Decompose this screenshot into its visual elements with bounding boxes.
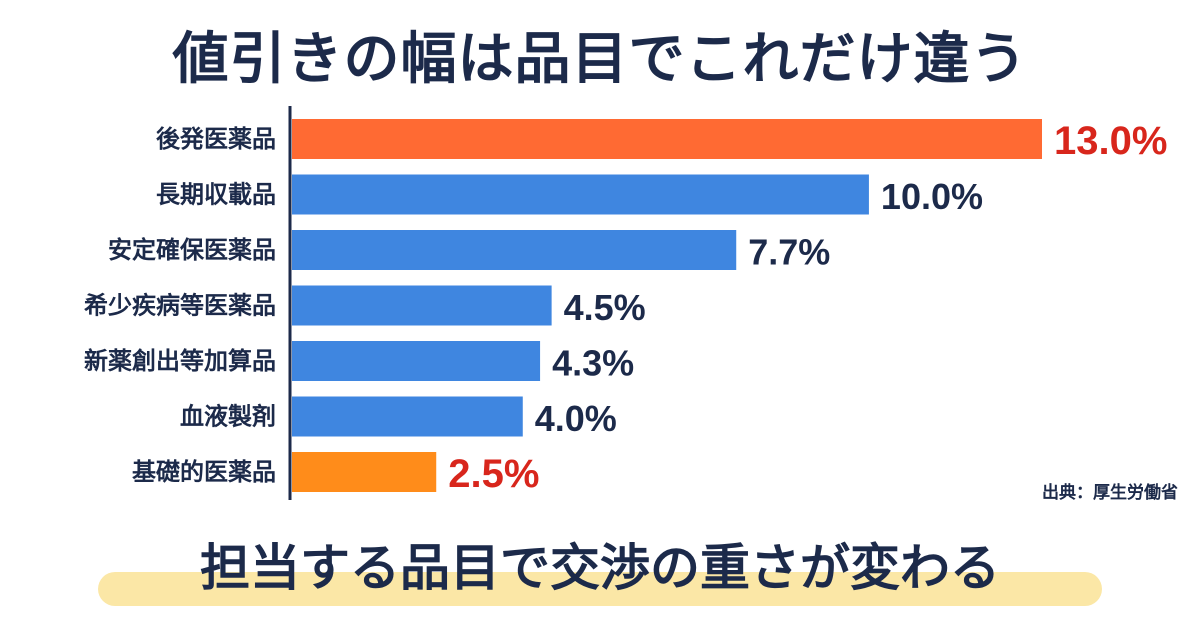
subtitle-highlight — [98, 572, 1102, 606]
value-label: 7.7% — [748, 232, 830, 273]
category-label: 希少疾病等医薬品 — [84, 292, 276, 320]
value-label: 4.0% — [535, 398, 617, 439]
value-label: 10.0% — [881, 176, 983, 217]
bar — [292, 230, 737, 270]
bar — [292, 285, 552, 326]
value-label: 4.3% — [552, 343, 634, 384]
bar — [292, 119, 1042, 159]
category-label: 新薬創出等加算品 — [84, 347, 276, 375]
category-label: 基礎的医薬品 — [132, 458, 276, 486]
bar — [292, 396, 523, 437]
source-note: 出典：厚生労働省 — [1042, 483, 1178, 503]
bar — [292, 341, 541, 381]
category-label: 後発医薬品 — [156, 125, 276, 153]
value-label: 4.5% — [564, 287, 646, 328]
category-label: 安定確保医薬品 — [108, 236, 276, 264]
bar — [292, 452, 437, 492]
value-label: 13.0% — [1054, 119, 1167, 163]
bar — [292, 174, 869, 215]
bar-chart: 後発医薬品 13.0% 長期収載品 10.0% 安定確保医薬品 7.7% 希少疾病等医薬品 4… — [84, 106, 1167, 500]
subtitle: 担当する品目で交渉の重さが変わる — [200, 539, 1000, 597]
value-label: 2.5% — [448, 452, 539, 496]
category-label: 血液製剤 — [180, 403, 276, 431]
chart-title: 値引きの幅は品目でこれだけ違う — [172, 27, 1028, 92]
category-label: 長期収載品 — [156, 181, 276, 209]
